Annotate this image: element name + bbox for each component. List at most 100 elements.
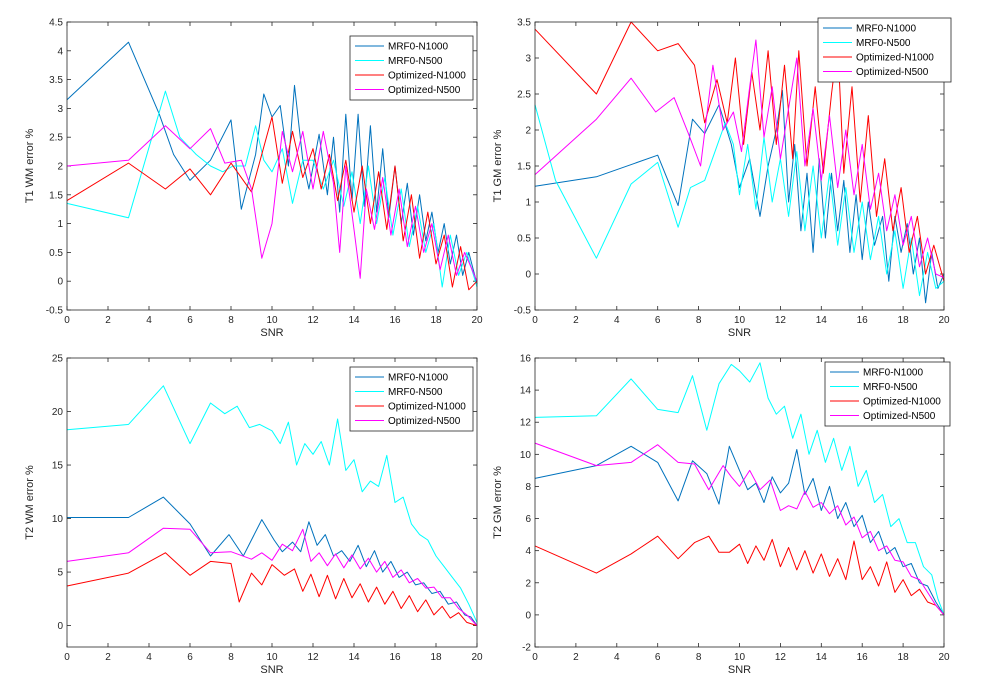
x-tick-label: 0 [64, 652, 70, 663]
series-line-optimized-n500 [66, 125, 478, 282]
x-tick-label: 12 [775, 652, 787, 663]
x-tick-label: 8 [228, 315, 234, 326]
y-tick-label: 3.5 [517, 18, 531, 29]
series-line-optimized-n1000 [66, 552, 478, 627]
y-tick-label: 0.5 [49, 248, 63, 259]
y-tick-label: 8 [525, 482, 531, 493]
series-line-mrf0-n500 [534, 104, 945, 297]
x-tick-label: 4 [614, 652, 620, 663]
x-tick-label: 0 [64, 315, 70, 326]
y-tick-label: 0 [57, 277, 63, 288]
x-tick-label: 6 [655, 315, 661, 326]
legend-label: Optimized-N500 [863, 411, 936, 422]
legend: MRF0-N1000 MRF0-N500 Optimized-N1000 Optimi… [817, 17, 952, 83]
axes-frame [534, 21, 945, 311]
y-tick-label: 0 [525, 270, 531, 281]
x-tick-label: 0 [532, 315, 538, 326]
legend-label: MRF0-N500 [856, 38, 911, 49]
y-tick-label: 15 [52, 461, 64, 472]
y-tick-label: 2.5 [49, 133, 63, 144]
y-tick-label: 2 [57, 162, 63, 173]
y-tick-label: 2.5 [517, 90, 531, 101]
x-axis-label: SNR [728, 664, 751, 676]
axes-frame [66, 357, 478, 648]
series-line-mrf0-n500 [534, 362, 945, 616]
legend-label: Optimized-N1000 [856, 53, 934, 64]
x-tick-label: 16 [389, 652, 401, 663]
series-line-optimized-n500 [534, 39, 945, 279]
x-tick-label: 10 [266, 652, 278, 663]
y-tick-label: 25 [52, 354, 64, 365]
x-axis-label: SNR [260, 327, 283, 339]
y-axis-label: T1 GM error % [492, 129, 504, 202]
series-line-mrf0-n500 [66, 90, 478, 288]
x-tick-label: 8 [696, 652, 702, 663]
x-tick-label: 20 [938, 315, 950, 326]
legend-label: MRF0-N1000 [856, 24, 916, 35]
series-line-mrf0-n1000 [534, 89, 945, 304]
legend-label: Optimized-N500 [856, 67, 929, 78]
y-tick-label: 3 [57, 104, 63, 115]
y-tick-label: 1 [525, 198, 531, 209]
x-tick-label: 12 [307, 315, 319, 326]
legend-label: MRF0-N500 [388, 387, 443, 398]
legend-label: MRF0-N1000 [388, 373, 448, 384]
series-line-optimized-n1000 [534, 21, 945, 282]
subplot-3: 0 2 4 6 8 10 12 14 16 18 20 0 5 10 15 20 25 SNR T2 WM erro… [24, 354, 483, 677]
y-tick-label: 4 [57, 46, 63, 57]
x-tick-label: 12 [307, 652, 319, 663]
legend-label: Optimized-N1000 [863, 397, 941, 408]
x-tick-label: 14 [348, 652, 360, 663]
series-line-optimized-n500 [66, 527, 478, 626]
axes-frame [66, 21, 478, 311]
subplot-2: 0 2 4 6 8 10 12 14 16 18 20-0.500.511.522.533.5SNR… [492, 17, 952, 339]
y-tick-label: 0 [57, 621, 63, 632]
y-tick-label: 1.5 [49, 190, 63, 201]
x-tick-label: 18 [430, 315, 442, 326]
x-tick-label: 2 [105, 315, 111, 326]
legend-label: Optimized-N500 [388, 85, 461, 96]
legend: MRF0-N1000 MRF0-N500 Optimized-N1000 Optimi… [349, 35, 474, 101]
x-axis-label: SNR [728, 327, 751, 339]
legend-label: MRF0-N500 [388, 56, 443, 67]
x-tick-label: 10 [734, 315, 746, 326]
y-tick-label: 2 [525, 578, 531, 589]
series-line-mrf0-n1000 [67, 496, 478, 626]
y-tick-label: 12 [520, 418, 532, 429]
y-tick-label: 2 [525, 126, 531, 137]
y-tick-label: 10 [52, 514, 64, 525]
y-axis-label: T1 WM error % [24, 129, 36, 204]
x-tick-label: 14 [348, 315, 360, 326]
x-tick-label: 20 [938, 652, 950, 663]
series-line-mrf0-n1000 [534, 445, 945, 616]
legend-label: MRF0-N500 [863, 382, 918, 393]
y-tick-label: 0 [525, 610, 531, 621]
x-tick-label: 4 [146, 652, 152, 663]
x-tick-label: 2 [573, 652, 579, 663]
legend-label: Optimized-N1000 [388, 402, 466, 413]
x-tick-label: 18 [898, 315, 910, 326]
y-tick-label: 5 [57, 568, 63, 579]
series-line-mrf0-n500 [66, 385, 478, 623]
x-tick-label: 14 [816, 315, 828, 326]
y-tick-label: 4.5 [49, 18, 63, 29]
y-tick-label: 10 [520, 450, 532, 461]
x-tick-label: 18 [430, 652, 442, 663]
x-tick-label: 8 [696, 315, 702, 326]
series-line-optimized-n500 [534, 442, 945, 616]
y-tick-label: 0.5 [517, 234, 531, 245]
x-tick-label: 12 [775, 315, 787, 326]
y-tick-label: -2 [522, 643, 531, 654]
legend-label: Optimized-N500 [388, 416, 461, 427]
y-tick-label: 3 [525, 54, 531, 65]
y-tick-label: 1.5 [517, 162, 531, 173]
y-axis-label: T2 GM error % [492, 466, 504, 539]
legend-label: MRF0-N1000 [388, 42, 448, 53]
subplot-1: 0 2 4 6 8 10 12 14 16 18 20-0.500.511.522.533.544.… [24, 18, 483, 340]
y-tick-label: 1 [57, 219, 63, 230]
series-line-optimized-n1000 [534, 535, 945, 616]
x-tick-label: 4 [614, 315, 620, 326]
x-tick-label: 6 [187, 315, 193, 326]
x-tick-label: 10 [734, 652, 746, 663]
x-tick-label: 18 [898, 652, 910, 663]
